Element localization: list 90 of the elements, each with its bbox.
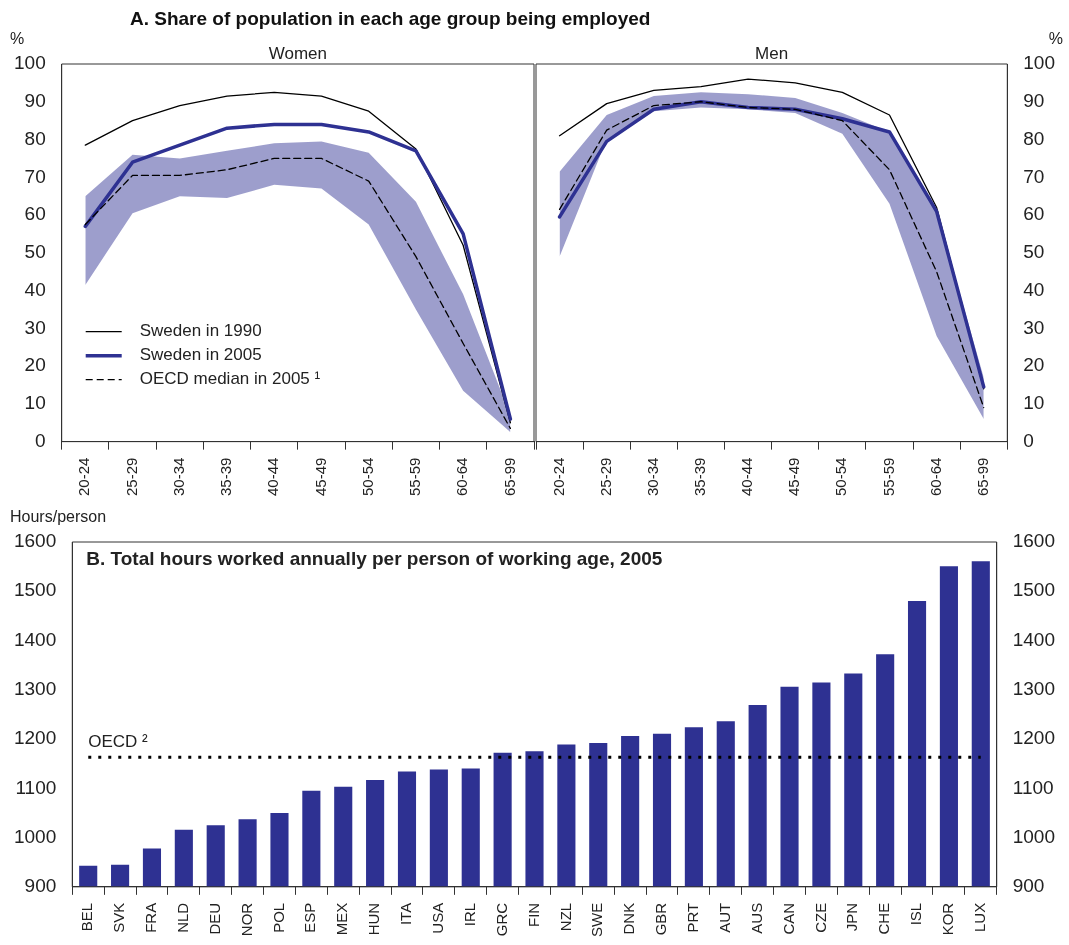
x-tick-label: AUT (715, 902, 733, 933)
y-tick-label: 1400 (13, 628, 57, 650)
x-tick-label: ESP (301, 902, 319, 933)
y-tick-label: 10 (1023, 392, 1045, 414)
x-tick-label: 55-59 (406, 457, 424, 497)
x-tick-label: FRA (142, 902, 160, 933)
y-tick-label: 60 (24, 203, 46, 225)
x-tick-label: 60-64 (926, 457, 944, 497)
x-tick-label: 50-54 (832, 457, 850, 497)
x-tick-label: LUX (970, 902, 988, 933)
chart-subtitle: Women (268, 44, 327, 64)
x-tick-label: FIN (524, 902, 542, 927)
ref-line-label: OECD ² (88, 732, 149, 752)
x-tick-label: ITA (397, 902, 415, 926)
x-tick-label: CHE (875, 902, 893, 935)
x-tick-label: ISL (907, 902, 925, 926)
x-tick-label: 40-44 (738, 457, 756, 497)
x-tick-label: USA (429, 902, 447, 934)
y-tick-label: 1100 (15, 776, 57, 798)
x-tick-label: NZL (556, 902, 574, 932)
y-tick-label: 20 (1023, 354, 1045, 376)
y-tick-label: 70 (24, 165, 46, 187)
chart-subtitle: Men (755, 44, 789, 64)
y-tick-label: 50 (1023, 241, 1045, 263)
x-tick-label: 25-29 (596, 457, 614, 497)
x-tick-label: 50-54 (358, 457, 376, 497)
y-axis-title: % (10, 30, 25, 48)
y-tick-label: 1000 (13, 825, 57, 847)
y-tick-label: 40 (1023, 278, 1045, 300)
x-tick-label: 55-59 (879, 457, 897, 497)
y-tick-label: 60 (1023, 203, 1045, 225)
x-tick-label: 65-99 (973, 457, 991, 497)
x-tick-label: NLD (173, 902, 191, 933)
x-tick-label: DNK (620, 902, 638, 935)
x-tick-label: 25-29 (122, 457, 140, 497)
y-tick-label: 80 (1023, 127, 1045, 149)
y-tick-label: 1600 (13, 530, 57, 552)
y-tick-label: 50 (24, 241, 46, 263)
x-tick-label: POL (269, 902, 287, 933)
y-tick-label: 0 (1023, 429, 1034, 451)
y-axis-title: % (1048, 30, 1063, 48)
x-tick-label: 40-44 (264, 457, 282, 497)
x-tick-label: AUS (747, 902, 765, 934)
legend-label: Sweden in 1990 (139, 321, 262, 341)
x-tick-label: NOR (237, 902, 255, 937)
y-tick-label: 0 (35, 429, 46, 451)
x-tick-label: 30-34 (643, 457, 661, 497)
x-tick-label: BEL (78, 902, 96, 932)
y-tick-label: 1500 (13, 579, 57, 601)
x-tick-label: CAN (779, 902, 797, 935)
y-tick-label: 1300 (13, 678, 57, 700)
x-tick-label: 60-64 (453, 457, 471, 497)
x-tick-label: 35-39 (691, 457, 709, 497)
legend-label: Sweden in 2005 (139, 345, 262, 365)
y-tick-label: 100 (14, 52, 46, 74)
chart-title: B. Total hours worked annually per person of working age, 2005 (86, 548, 663, 570)
x-tick-label: GBR (652, 902, 670, 936)
x-tick-label: IRL (460, 902, 478, 927)
x-tick-label: HUN (365, 902, 383, 936)
x-tick-label: 65-99 (500, 457, 518, 497)
chart-title: A. Share of population in each age group being employed (130, 8, 651, 30)
x-tick-label: GRC (492, 902, 510, 937)
y-tick-label: 20 (24, 354, 46, 376)
y-tick-label: 40 (24, 278, 46, 300)
x-tick-label: 30-34 (169, 457, 187, 497)
x-tick-label: CZE (811, 902, 829, 933)
x-tick-label: SWE (588, 902, 606, 937)
x-tick-label: DEU (205, 902, 223, 935)
legend-label: OECD median in 2005 ¹ (139, 369, 321, 389)
y-tick-label: 90 (24, 90, 46, 111)
y-tick-label: 10 (24, 392, 46, 414)
x-tick-label: 45-49 (785, 457, 803, 497)
x-tick-label: KOR (939, 902, 957, 936)
y-tick-label: 70 (1023, 165, 1045, 187)
x-tick-label: 45-49 (311, 457, 329, 497)
y-tick-label: 30 (1023, 316, 1045, 338)
x-tick-label: 20-24 (75, 457, 93, 497)
y-tick-label: 100 (1023, 52, 1055, 74)
y-tick-label: 90 (1023, 90, 1045, 111)
y-axis-title: Hours/person (10, 508, 107, 526)
x-tick-label: PRT (684, 902, 702, 933)
x-tick-label: 20-24 (549, 457, 567, 497)
y-tick-label: 30 (24, 316, 46, 338)
x-tick-label: MEX (333, 902, 351, 936)
y-tick-label: 900 (24, 875, 57, 897)
y-tick-label: 1200 (13, 727, 57, 749)
x-tick-label: SVK (110, 902, 128, 933)
y-tick-label: 80 (24, 127, 46, 149)
x-tick-label: JPN (843, 902, 861, 932)
x-tick-label: 35-39 (217, 457, 235, 497)
